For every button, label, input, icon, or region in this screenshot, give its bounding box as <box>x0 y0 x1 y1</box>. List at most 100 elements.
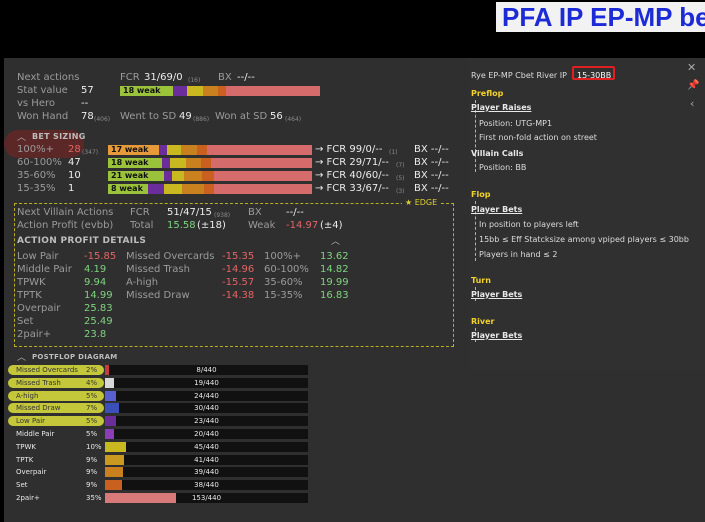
chevron-up-icon[interactable]: ︿ <box>17 353 27 363</box>
detail-label: 60-100% <box>264 264 309 275</box>
detail-value: -14.38 <box>222 290 255 301</box>
postflop-label: Set <box>16 481 28 490</box>
detail-label: TPWK <box>17 277 46 288</box>
detail-value: 25.49 <box>84 316 113 327</box>
villain-fcr-sub: (938) <box>214 212 231 219</box>
red-annotation-mark <box>4 130 84 158</box>
detail-label: Missed Overcards <box>126 251 215 262</box>
postflop-pct: 4% <box>86 378 98 387</box>
detail-label: 35-60% <box>264 277 303 288</box>
postflop-count: 8/440 <box>196 366 217 374</box>
vs-hero-value: -- <box>81 98 89 109</box>
postflop-track <box>105 454 308 465</box>
close-icon[interactable]: ✕ <box>687 61 697 74</box>
detail-value: 13.62 <box>320 251 349 262</box>
postflop-row: TPWK 10% 45/440 <box>4 441 310 453</box>
detail-value: 19.99 <box>320 277 349 288</box>
postflop-pct: 5% <box>86 417 98 426</box>
detail-value: 14.99 <box>84 290 113 301</box>
postflop-pct: 35% <box>86 494 102 502</box>
detail-value: 9.94 <box>84 277 107 288</box>
postflop-count: 153/440 <box>191 494 222 502</box>
weak-delta: (±4) <box>320 220 343 231</box>
detail-label: Middle Pair <box>17 264 72 275</box>
chevron-left-icon[interactable]: ‹ <box>690 97 695 110</box>
highlight-mark <box>8 403 104 414</box>
bet-size-label: 60-100% <box>17 157 62 168</box>
in-position: In position to players left <box>479 220 579 229</box>
postflop-diagram: ︿ POSTFLOP DIAGRAM Missed Overcards 2% 8/4… <box>4 350 316 522</box>
postflop-label: TPTK <box>16 455 34 464</box>
postflop-bar <box>105 416 116 427</box>
bet-size-bar: 8 weak <box>108 184 312 194</box>
postflop-row: Middle Pair 5% 20/440 <box>4 428 310 440</box>
bet-size-fcr: → FCR 33/67/-- <box>315 183 389 194</box>
player-raises-link[interactable]: Player Raises <box>471 103 532 112</box>
detail-value: -15.57 <box>222 277 255 288</box>
position-utg: Position: UTG-MP1 <box>479 119 553 128</box>
postflop-bar <box>105 493 176 503</box>
postflop-count: 24/440 <box>194 391 219 400</box>
postflop-pct: 5% <box>86 391 98 400</box>
postflop-pct: 5% <box>86 430 98 438</box>
postflop-track <box>105 441 308 452</box>
postflop-track <box>105 390 308 401</box>
detail-value: -14.96 <box>222 264 255 275</box>
postflop-count: 20/440 <box>194 430 219 438</box>
turn-heading: Turn <box>471 276 491 285</box>
bet-size-fcr-sub: (7) <box>396 162 405 169</box>
bet-size-bx: BX --/-- <box>414 144 449 155</box>
villain-fcr-value: 51/47/15 <box>167 207 212 218</box>
won-sd-label: Won at SD <box>215 111 268 122</box>
postflop-count: 23/440 <box>194 417 219 426</box>
won-sd-value: 56 <box>270 111 283 122</box>
bx-label: BX <box>218 72 232 83</box>
edge-box <box>14 203 454 347</box>
total-label: Total <box>130 220 154 231</box>
postflop-count: 19/440 <box>194 378 219 387</box>
detail-value: 4.19 <box>84 264 107 275</box>
action-profit-details-title: ACTION PROFIT DETAILS <box>17 236 147 246</box>
bet-size-value: 1 <box>68 183 75 194</box>
postflop-track <box>105 365 308 375</box>
stat-value: 57 <box>81 85 94 96</box>
postflop-label: 2pair+ <box>16 494 40 502</box>
player-bets-turn-link[interactable]: Player Bets <box>471 290 523 299</box>
bet-size-value: 10 <box>68 170 81 181</box>
river-divider <box>475 328 478 342</box>
detail-label: Missed Draw <box>126 290 190 301</box>
bet-sizing-title: BET SIZING <box>32 132 86 141</box>
fcr-sub: (16) <box>188 77 201 84</box>
detail-label: 100%+ <box>264 251 301 262</box>
highlight-mark <box>8 416 104 427</box>
stat-value-bar: 18 weak <box>120 86 320 96</box>
stacksize-rule: 15bb ≤ Eff Statcksize among vpiped playe… <box>479 235 689 244</box>
pin-icon[interactable]: 📌 <box>687 80 700 91</box>
chevron-up-icon[interactable]: ︿ <box>17 133 27 143</box>
stack-range-badge <box>572 66 615 80</box>
postflop-bar <box>105 441 126 452</box>
postflop-pct: 7% <box>86 404 98 413</box>
stack-range: 15-30BB <box>577 71 612 80</box>
bet-size-fcr: → FCR 99/0/-- <box>315 144 383 155</box>
preflop-divider <box>475 100 478 172</box>
postflop-track <box>105 493 308 503</box>
detail-label: Set <box>17 316 34 327</box>
stats-panel: Next actions FCR 31/69/0 (16) BX --/-- S… <box>4 58 469 370</box>
postflop-row: 2pair+ 35% 153/440 <box>4 492 310 504</box>
postflop-label: A-high <box>16 391 39 400</box>
flop-divider <box>475 201 478 261</box>
edge-label: ★ EDGE <box>402 197 441 209</box>
bet-size-label: 35-60% <box>17 170 56 181</box>
rule-panel: Rye EP-MP Cbet River IP 15-30BB ✕ 📌 ‹ Pr… <box>469 58 705 370</box>
page-banner: PFA IP EP-MP bet <box>496 2 705 32</box>
player-bets-flop-link[interactable]: Player Bets <box>471 205 523 214</box>
postflop-label: Low Pair <box>16 417 46 426</box>
postflop-bar <box>105 429 115 439</box>
player-bets-river-link[interactable]: Player Bets <box>471 331 523 340</box>
chevron-up-icon[interactable]: ︿ <box>331 237 341 247</box>
bx-value: --/-- <box>237 72 255 83</box>
villain-fcr-label: FCR <box>130 207 150 218</box>
won-hand-label: Won Hand <box>17 111 69 122</box>
action-profit-label: Action Profit (evbb) <box>17 220 114 231</box>
